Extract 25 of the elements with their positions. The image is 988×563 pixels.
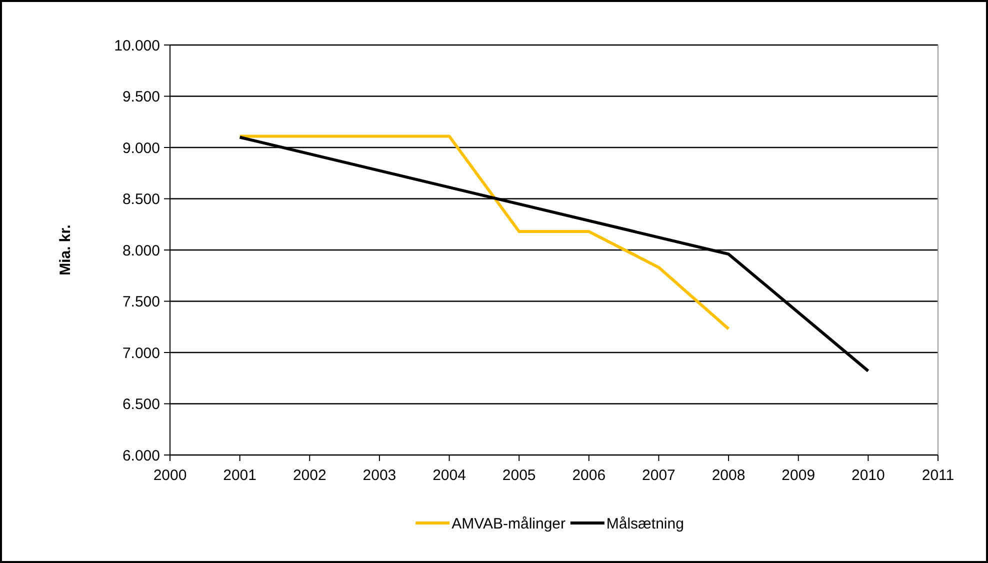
x-tick-label: 2003 (362, 467, 396, 484)
y-tick-label: 6.500 (122, 396, 160, 413)
y-axis-title: Mia. kr. (57, 224, 74, 276)
x-tick-label: 2009 (782, 467, 816, 484)
x-tick-label: 2002 (292, 467, 326, 484)
legend-label: AMVAB-målinger (452, 515, 566, 532)
x-tick-label: 2005 (502, 467, 536, 484)
y-tick-label: 10.000 (114, 37, 160, 54)
line-series (238, 134, 730, 330)
x-tick-label: 2006 (572, 467, 606, 484)
x-tick-label: 2000 (153, 467, 187, 484)
y-tick-label: 8.000 (122, 242, 160, 260)
x-tick-label: 2010 (851, 467, 885, 484)
x-tick-label: 2007 (642, 467, 676, 484)
y-tick-label: 7.000 (122, 344, 160, 362)
x-tick-label: 2004 (432, 467, 466, 484)
x-tick-label: 2008 (712, 467, 746, 484)
legend-label: Målsætning (606, 515, 684, 532)
y-tick-label: 9.000 (122, 140, 160, 157)
y-tick-label: 7.500 (122, 294, 160, 310)
y-tick-label: 8.500 (122, 191, 160, 208)
x-tick-label: 2001 (223, 467, 257, 484)
y-tick-label: 6.000 (122, 447, 160, 464)
y-tick-label: 9.500 (122, 88, 160, 106)
x-tick-label: 2011 (922, 467, 954, 484)
